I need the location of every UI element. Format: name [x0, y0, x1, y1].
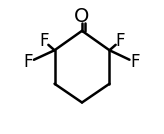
Text: O: O [74, 7, 90, 26]
Text: F: F [115, 32, 125, 50]
Text: F: F [24, 53, 33, 71]
Text: F: F [39, 32, 49, 50]
Text: F: F [130, 53, 140, 71]
